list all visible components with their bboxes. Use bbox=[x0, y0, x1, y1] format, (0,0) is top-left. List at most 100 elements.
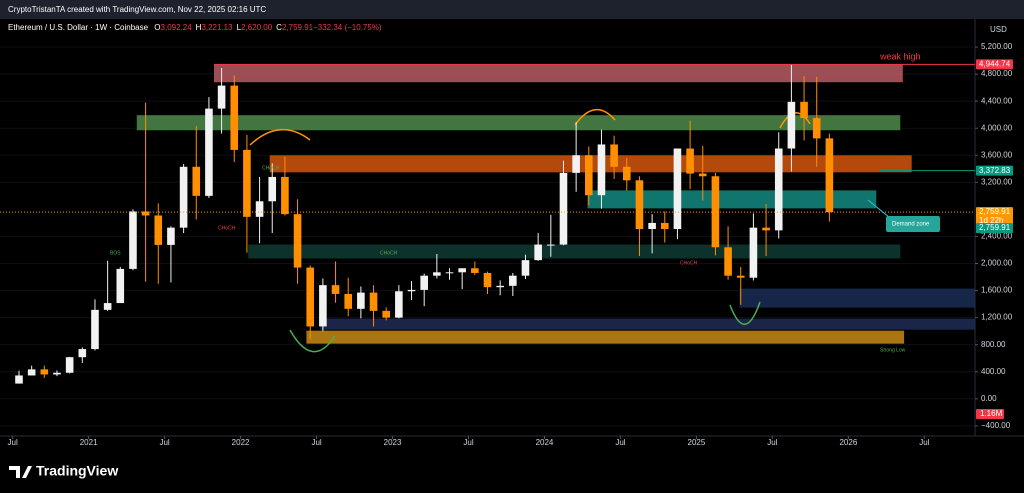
y-tick-label: 2,000.00 bbox=[981, 259, 1013, 268]
currency: USD bbox=[990, 25, 1007, 34]
y-tick-label: 4,400.00 bbox=[981, 96, 1013, 105]
candle-body bbox=[141, 211, 150, 216]
header-bar bbox=[0, 0, 1024, 19]
candle-body bbox=[27, 369, 36, 376]
annotation: weak high bbox=[879, 51, 921, 61]
candle-body bbox=[116, 268, 125, 304]
candle-body bbox=[686, 148, 694, 174]
header-caption: CryptoTristanTA created with TradingView… bbox=[8, 5, 266, 14]
legend-value: 2,620.00 bbox=[241, 23, 273, 32]
arc bbox=[574, 109, 616, 126]
price-label: 2,759.91 bbox=[979, 223, 1011, 232]
candle-body bbox=[496, 285, 504, 288]
candle-body bbox=[331, 285, 340, 294]
candle-body bbox=[547, 244, 555, 246]
x-tick-label: 2026 bbox=[839, 438, 857, 447]
y-tick-label: 1,200.00 bbox=[981, 313, 1013, 322]
x-tick-label: Jul bbox=[159, 438, 169, 447]
candle-body bbox=[40, 369, 49, 375]
legend-key: H bbox=[196, 23, 202, 32]
x-tick-label: Jul bbox=[311, 438, 321, 447]
annotation: CHoCH bbox=[380, 250, 398, 256]
volume-label-bg bbox=[976, 409, 1004, 419]
candle-body bbox=[774, 148, 783, 231]
legend-symbol: Ethereum / U.S. Dollar · 1W · Coinbase bbox=[8, 23, 149, 32]
candle-body bbox=[167, 227, 175, 245]
candle-body bbox=[622, 166, 631, 181]
price-label: 4,944.74 bbox=[979, 59, 1011, 68]
price-label-countdown: 1d 22h bbox=[979, 216, 1003, 225]
candle-body bbox=[179, 166, 188, 228]
annotation: CHoCH bbox=[680, 260, 698, 266]
candle-body bbox=[319, 285, 327, 327]
y-tick-label: 4,800.00 bbox=[981, 69, 1013, 78]
y-tick-label: 4,000.00 bbox=[981, 123, 1013, 132]
candle-body bbox=[635, 180, 644, 230]
candle-body bbox=[597, 144, 606, 196]
candle-body bbox=[433, 272, 441, 276]
y-tick-label: 3,200.00 bbox=[981, 177, 1013, 186]
legend-value: 2,759.91 bbox=[282, 23, 314, 32]
candle-body bbox=[698, 173, 707, 177]
y-tick-label: 400.00 bbox=[981, 367, 1006, 376]
annotation: Demand zone bbox=[892, 222, 930, 228]
candle-body bbox=[217, 85, 226, 109]
zone bbox=[136, 115, 901, 131]
y-tick-label: 2,400.00 bbox=[981, 232, 1013, 241]
zone bbox=[306, 330, 905, 344]
candle-body bbox=[660, 222, 669, 230]
candle-body bbox=[407, 289, 416, 292]
candle-body bbox=[711, 176, 720, 248]
candle-body bbox=[293, 214, 302, 268]
x-tick-label: 2022 bbox=[232, 438, 250, 447]
candle-body bbox=[192, 166, 201, 196]
zone bbox=[320, 318, 975, 330]
candle-body bbox=[458, 268, 466, 273]
candle-body bbox=[736, 275, 745, 278]
candle-body bbox=[534, 244, 542, 261]
candle-body bbox=[521, 260, 530, 276]
annotation: BOS bbox=[110, 250, 121, 256]
candle-body bbox=[585, 155, 593, 196]
x-tick-label: Jul bbox=[615, 438, 625, 447]
zone bbox=[587, 190, 877, 209]
candle-body bbox=[825, 138, 834, 213]
y-tick-label: 1,600.00 bbox=[981, 286, 1013, 295]
x-tick-label: 2025 bbox=[688, 438, 706, 447]
candle-body bbox=[306, 267, 315, 327]
legend-key: C bbox=[276, 23, 282, 32]
candle-body bbox=[15, 375, 23, 384]
zone bbox=[739, 288, 975, 308]
price-label: 2,759.91 bbox=[979, 207, 1011, 216]
candle-body bbox=[268, 176, 277, 202]
brand: TradingView bbox=[9, 463, 118, 479]
arc bbox=[249, 128, 311, 146]
candle-body bbox=[509, 275, 517, 286]
volume-label: 1.16M bbox=[980, 409, 1003, 418]
y-tick-label: 3,600.00 bbox=[981, 150, 1013, 159]
price-label-bg bbox=[976, 207, 1013, 228]
x-tick-label: Jul bbox=[463, 438, 473, 447]
candle-body bbox=[369, 292, 378, 311]
candle-body bbox=[445, 272, 454, 274]
candle-body bbox=[255, 201, 264, 217]
candle-body bbox=[762, 227, 770, 231]
candle-body bbox=[395, 291, 403, 318]
brand-name: TradingView bbox=[36, 463, 118, 479]
candle-body bbox=[205, 108, 213, 196]
candle-body bbox=[91, 309, 99, 350]
arc bbox=[289, 329, 336, 353]
candle-body bbox=[610, 144, 618, 167]
candle-body bbox=[787, 101, 796, 149]
x-tick-label: 2023 bbox=[384, 438, 402, 447]
candle-body bbox=[78, 349, 87, 358]
candle-body bbox=[382, 310, 390, 318]
candle-body bbox=[243, 149, 251, 217]
zone bbox=[213, 64, 903, 83]
plot bbox=[0, 46, 975, 427]
candle-body bbox=[749, 227, 758, 278]
annotation: Strong Low bbox=[880, 347, 906, 353]
price-label-bg bbox=[976, 165, 1013, 176]
candle-body bbox=[230, 85, 239, 150]
